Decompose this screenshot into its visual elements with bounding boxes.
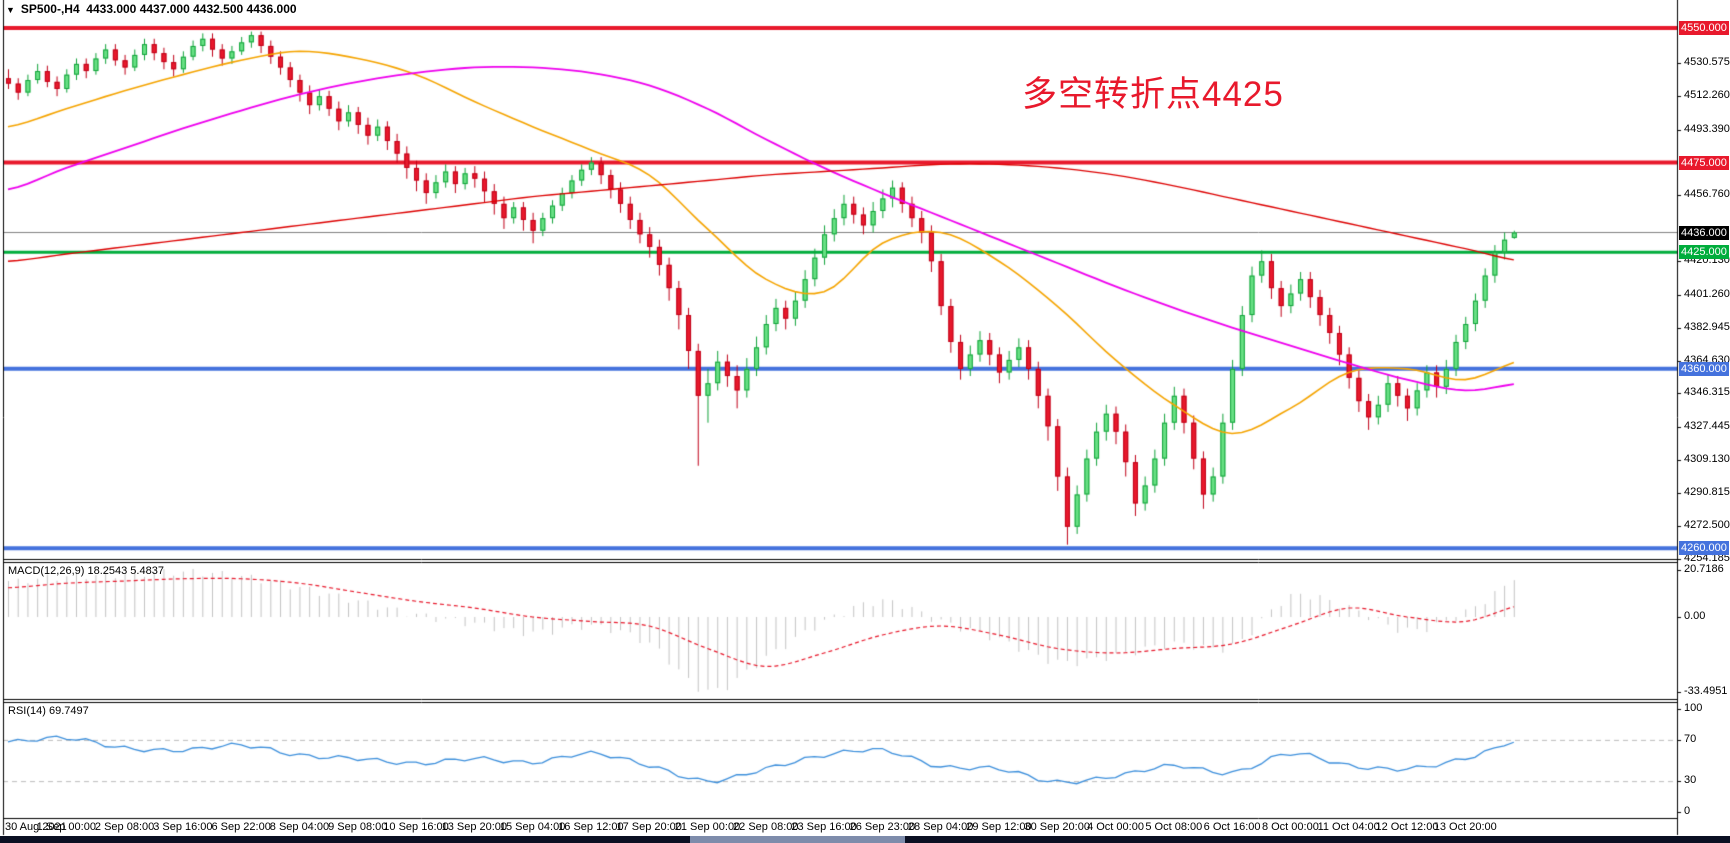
time-axis-label: 29 Sep 12:00 <box>966 821 1032 833</box>
scrollbar-track-gap <box>690 836 905 843</box>
time-axis-label: 23 Sep 16:00 <box>791 821 857 833</box>
time-axis-label: 22 Sep 08:00 <box>733 821 799 833</box>
macd-indicator-label: MACD(12,26,9) 18.2543 5.4837 <box>8 565 164 577</box>
rsi-tick-label: 70 <box>1684 732 1697 745</box>
time-axis-label: 13 Sep 20:00 <box>441 821 508 833</box>
time-axis-label: 13 Oct 20:00 <box>1433 821 1497 833</box>
time-axis-label: 10 Sep 16:00 <box>383 821 449 833</box>
macd-tick-label: -33.4951 <box>1684 685 1728 698</box>
time-axis-label: 17 Sep 20:00 <box>616 821 682 833</box>
time-axis-label: 6 Oct 16:00 <box>1203 821 1261 833</box>
price-level-badge: 4360.000 <box>1679 361 1729 376</box>
price-tick-label: 4456.760 <box>1684 188 1730 201</box>
time-axis-label: 8 Oct 00:00 <box>1261 821 1319 833</box>
time-axis-label: 26 Sep 23:00 <box>849 821 916 833</box>
time-axis-label: 16 Sep 12:00 <box>558 821 624 833</box>
chevron-down-icon[interactable]: ▼ <box>6 5 15 15</box>
symbol-timeframe-label: SP500-,H4 <box>20 2 80 16</box>
price-tick-label: 4493.390 <box>1684 122 1730 135</box>
ohlc-close: 4436.000 <box>246 2 297 16</box>
rsi-indicator-label: RSI(14) 69.7497 <box>8 705 89 717</box>
price-tick-label: 4346.315 <box>1684 386 1730 399</box>
ohlc-low: 4432.500 <box>193 2 244 16</box>
price-tick-label: 4309.130 <box>1684 453 1730 466</box>
price-tick-label: 4327.445 <box>1684 420 1730 433</box>
time-axis-label: 3 Sep 16:00 <box>153 821 213 833</box>
price-level-badge: 4425.000 <box>1679 245 1729 260</box>
price-tick-label: 4272.500 <box>1684 518 1730 531</box>
price-level-badge: 4436.000 <box>1679 225 1729 240</box>
time-axis-label: 21 Sep 00:00 <box>674 821 741 833</box>
time-axis-label: 11 Oct 04:00 <box>1317 821 1380 833</box>
price-level-badge: 4260.000 <box>1679 541 1729 556</box>
time-axis-label: 8 Sep 04:00 <box>269 821 330 833</box>
time-axis-label: 9 Sep 08:00 <box>328 821 388 833</box>
rsi-tick-label: 0 <box>1684 805 1691 817</box>
time-axis-label: 6 Sep 22:00 <box>211 821 271 833</box>
price-level-badge: 4475.000 <box>1679 155 1729 170</box>
ohlc-high: 4437.000 <box>139 2 190 16</box>
time-axis-label: 2 Sep 08:00 <box>94 821 155 833</box>
price-tick-label: 4512.260 <box>1684 88 1730 101</box>
macd-tick-label: 0.00 <box>1684 610 1706 622</box>
rsi-tick-label: 30 <box>1684 774 1697 787</box>
ohlc-open: 4433.000 <box>86 2 137 16</box>
annotation-text: 多空转折点4425 <box>1022 75 1284 114</box>
time-axis-label: 15 Sep 04:00 <box>499 821 566 833</box>
rsi-tick-label: 100 <box>1684 702 1703 714</box>
time-axis-label: 30 Sep 20:00 <box>1024 821 1090 833</box>
time-axis-label: 5 Oct 08:00 <box>1145 821 1203 833</box>
price-tick-label: 4382.945 <box>1684 320 1730 333</box>
price-tick-label: 4530.575 <box>1684 55 1730 68</box>
macd-tick-label: 20.7186 <box>1684 563 1724 576</box>
price-tick-label: 4290.815 <box>1684 485 1730 498</box>
price-level-badge: 4550.000 <box>1679 21 1729 35</box>
price-tick-label: 4401.260 <box>1684 287 1730 300</box>
time-axis-label: 12 Oct 12:00 <box>1375 821 1439 833</box>
time-axis-label: 1 Sep 00:00 <box>36 821 96 833</box>
time-axis-label: 30 Aug 2021 <box>5 821 67 833</box>
time-axis-label: 28 Sep 04:00 <box>907 821 974 833</box>
time-axis-label: 4 Oct 00:00 <box>1087 821 1144 833</box>
horizontal-scrollbar[interactable] <box>0 836 1730 843</box>
chart-header: ▼ SP500-,H4 4433.000 4437.000 4432.500 44… <box>6 2 297 16</box>
